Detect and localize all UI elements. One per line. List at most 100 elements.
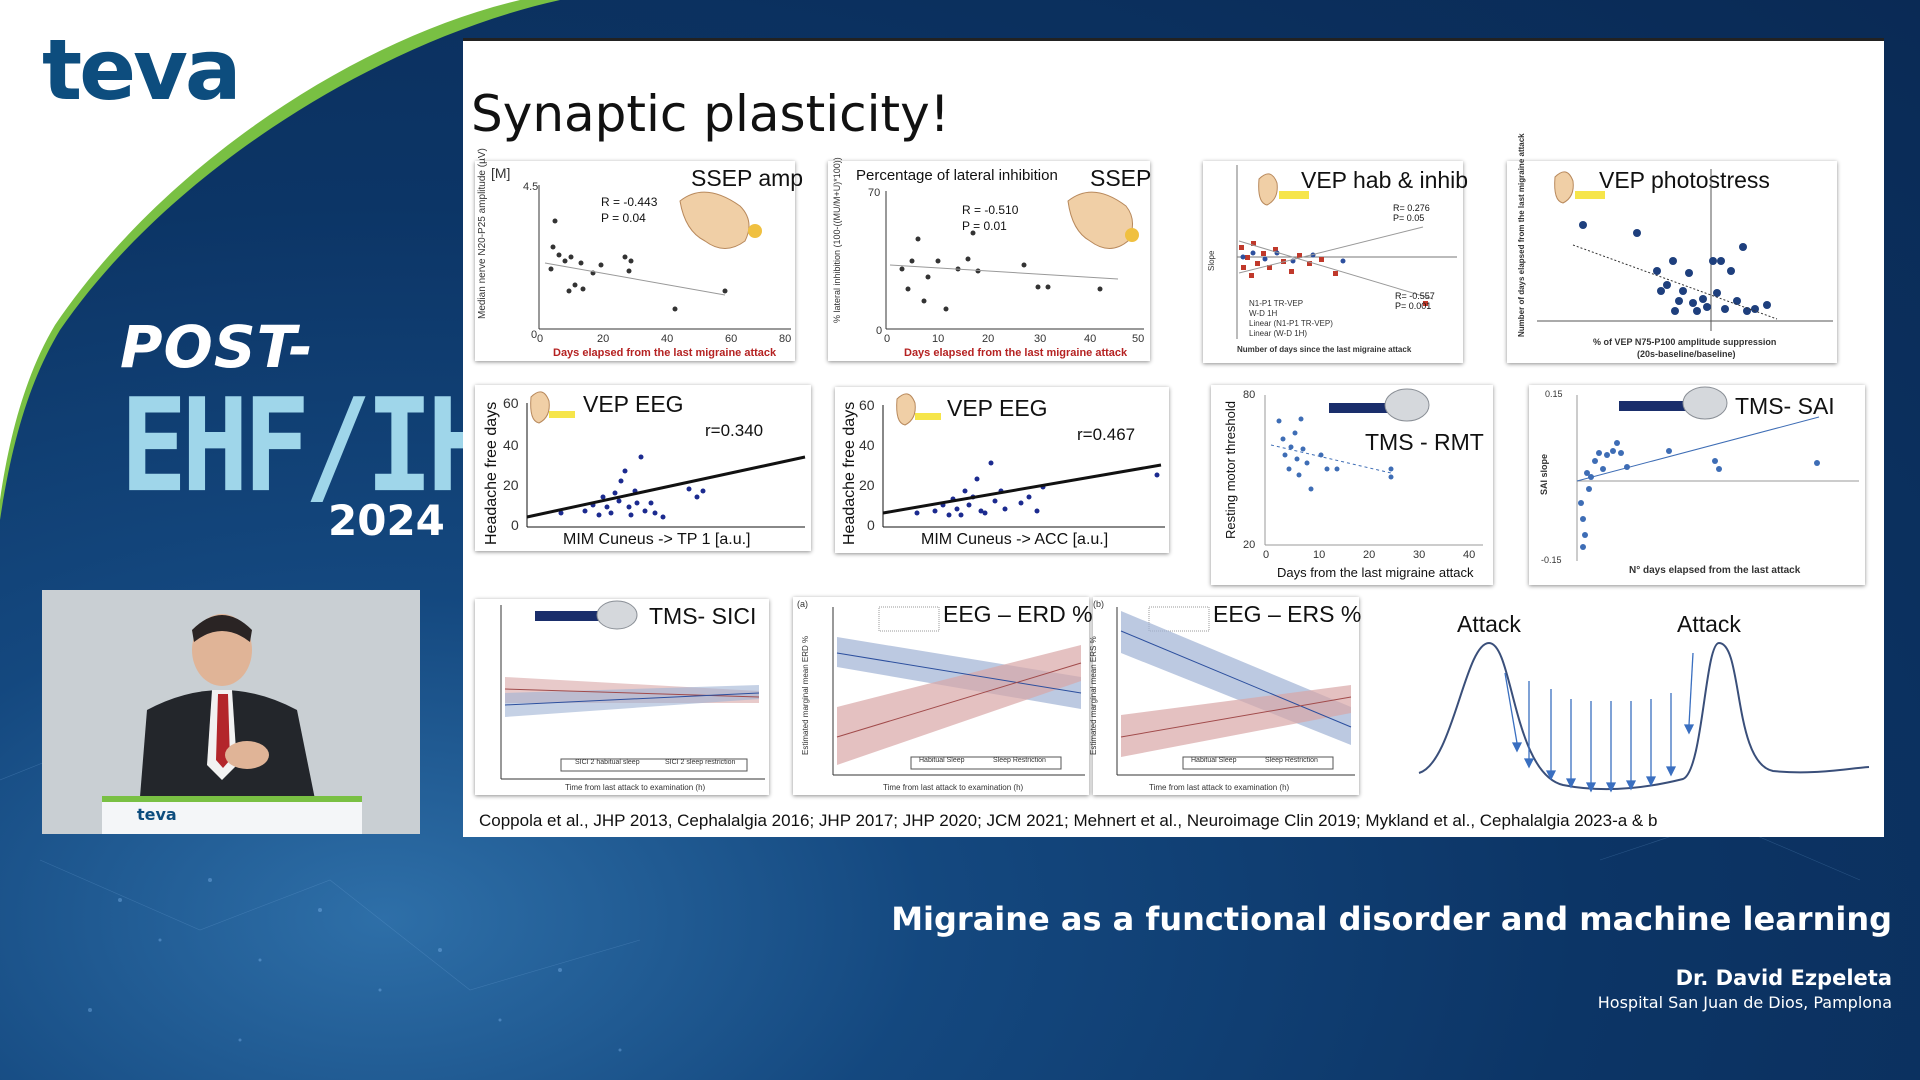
y-axis-label: Headache free days (841, 401, 858, 545)
panel-vep-photostress: VEP photostress Number of day (1507, 133, 1837, 363)
x-axis-label: MIM Cuneus -> ACC [a.u.] (921, 531, 1109, 548)
x-axis-label: Days elapsed from the last migraine atta… (904, 347, 1128, 359)
y-tick: 40 (503, 437, 519, 453)
legend-item: Habitual Sleep (1191, 757, 1237, 764)
panel-title: SSEP amp (691, 165, 804, 191)
x-tick: 80 (779, 333, 792, 345)
conference-logo-line1: POST- (120, 313, 314, 381)
panel-title: EEG – ERS % (1213, 601, 1362, 627)
attack-label-left: Attack (1457, 611, 1521, 637)
x-tick: 20 (597, 333, 610, 345)
x-tick: 60 (725, 333, 738, 345)
stat-1: R= 0.276 (1393, 203, 1430, 213)
panel-tms-sici: TMS- SICI SICI 2 habitual sleep SICI 2 s… (475, 599, 769, 795)
panel-eeg-ers: EEG – ERS % (b) Habitual Sleep Sleep Res… (1089, 597, 1362, 795)
p-value: P = 0.01 (962, 219, 1007, 233)
y-tick: -0.15 (1541, 555, 1562, 565)
x-axis-label: Days elapsed from the last migraine atta… (553, 347, 777, 359)
talk-title: Migraine as a functional disorder and ma… (891, 900, 1892, 938)
y-tick: 70 (868, 187, 881, 199)
x-axis-label: Time from last attack to examination (h) (883, 783, 1024, 792)
y-tick: 60 (859, 397, 875, 413)
panel-label: (b) (1093, 599, 1104, 609)
scatter-plot (1576, 386, 1859, 561)
legend-item: Sleep Restriction (993, 757, 1046, 764)
y-tick: 0.15 (1545, 389, 1563, 399)
attack-label-right: Attack (1677, 611, 1741, 637)
speaker-name: Dr. David Ezpeleta (1675, 966, 1892, 990)
stat-1-p: P= 0.05 (1393, 213, 1425, 223)
x-axis-label: Number of days since the last migraine a… (1237, 345, 1412, 354)
panel-title: TMS- SICI (649, 603, 757, 629)
y-tick: 0 (876, 325, 883, 337)
x-tick: 0 (537, 333, 544, 345)
y-axis-label: Number of days elapsed from the last mig… (1517, 133, 1526, 337)
y-tick: 4.5 (523, 181, 539, 193)
r-value: r=0.467 (1077, 425, 1136, 444)
x-tick: 40 (1084, 333, 1097, 345)
scatter-plot (538, 185, 791, 330)
attack-cycle-curve (1418, 641, 1870, 793)
y-tick: 40 (859, 437, 875, 453)
r-value: R = -0.510 (962, 203, 1019, 217)
stat-2-p: P= 0.001 (1395, 301, 1432, 311)
panel-ssep-lateral-inhibition: SSEP Percentage of lateral inhibition R … (828, 157, 1152, 361)
legend-item: Habitual Sleep (919, 757, 965, 764)
legend-item: SICI 2 sleep restriction (665, 759, 736, 766)
podium-logo: teva (137, 805, 177, 824)
y-axis-label: Estimated marginal mean ERS % (1089, 636, 1098, 755)
r-value: R = -0.443 (601, 195, 658, 209)
panel-title: TMS - RMT (1365, 429, 1484, 455)
panel-tms-sai: TMS- SAI SAI slope N° days elapsed (1529, 385, 1865, 585)
x-tick: 10 (1313, 549, 1326, 561)
legend-item: SICI 2 habitual sleep (575, 759, 640, 766)
legend-item: Sleep Restriction (1265, 757, 1318, 764)
x-tick: 10 (932, 333, 945, 345)
panel-title: VEP EEG (583, 391, 684, 417)
legend-item: Linear (N1-P1 TR-VEP) (1249, 319, 1333, 328)
y-axis-label: Slope (1207, 250, 1216, 271)
panel-title: VEP photostress (1599, 167, 1770, 193)
x-tick: 20 (982, 333, 995, 345)
panel-vep-hab-inhib: VEP hab & inhib (1203, 161, 1468, 363)
slide-citation: Coppola et al., JHP 2013, Cephalalgia 20… (479, 811, 1658, 830)
panel-title: SSEP (1090, 165, 1152, 191)
x-tick: 40 (661, 333, 674, 345)
x-axis-label: % of VEP N75-P100 amplitude suppression (1593, 337, 1777, 347)
stat-2: R= -0.557 (1395, 291, 1435, 301)
attack-cycle-diagram: Attack Attack (1413, 603, 1873, 803)
panel-vep-eeg-1: VEP EEG r=0.340 Headach (475, 385, 811, 551)
x-axis-label: MIM Cuneus -> TP 1 [a.u.] (563, 531, 751, 548)
y-tick: 20 (859, 477, 875, 493)
x-axis-label-2: (20s-baseline/baseline) (1637, 349, 1736, 359)
x-tick: 0 (884, 333, 891, 345)
y-tick: 0 (867, 517, 875, 533)
x-tick: 30 (1034, 333, 1047, 345)
x-tick: 50 (1132, 333, 1145, 345)
y-tick: 0 (531, 329, 538, 341)
y-tick: 0 (511, 517, 519, 533)
panel-eeg-erd: EEG – ERD % (a) Habitual Sleep Sleep Res… (793, 597, 1093, 795)
line-chart (500, 600, 765, 780)
panel-ssep-amp: SSEP amp [M] R = -0.443 P = 0.04 Median … (475, 148, 803, 361)
speaker-illustration (42, 590, 420, 834)
x-tick: 30 (1413, 549, 1426, 561)
x-tick: 40 (1463, 549, 1476, 561)
panel-title: EEG – ERD % (943, 601, 1093, 627)
legend-item: Linear (W-D 1H) (1249, 329, 1308, 338)
conference-year: 2024 (328, 496, 445, 545)
panel-label: (a) (797, 599, 808, 609)
x-axis-label: N° days elapsed from the last attack (1629, 565, 1801, 576)
y-tick: 60 (503, 395, 519, 411)
y-tick: 20 (503, 477, 519, 493)
panel-subtitle: Percentage of lateral inhibition (856, 167, 1058, 184)
r-value: r=0.340 (705, 421, 764, 440)
panel-title: VEP hab & inhib (1301, 167, 1469, 193)
y-axis-label: SAI slope (1539, 453, 1549, 495)
line-chart (1116, 606, 1355, 776)
line-chart (832, 606, 1085, 776)
y-tick: 80 (1243, 389, 1256, 401)
panel-unit: [M] (491, 165, 511, 181)
p-value: P = 0.04 (601, 211, 646, 225)
